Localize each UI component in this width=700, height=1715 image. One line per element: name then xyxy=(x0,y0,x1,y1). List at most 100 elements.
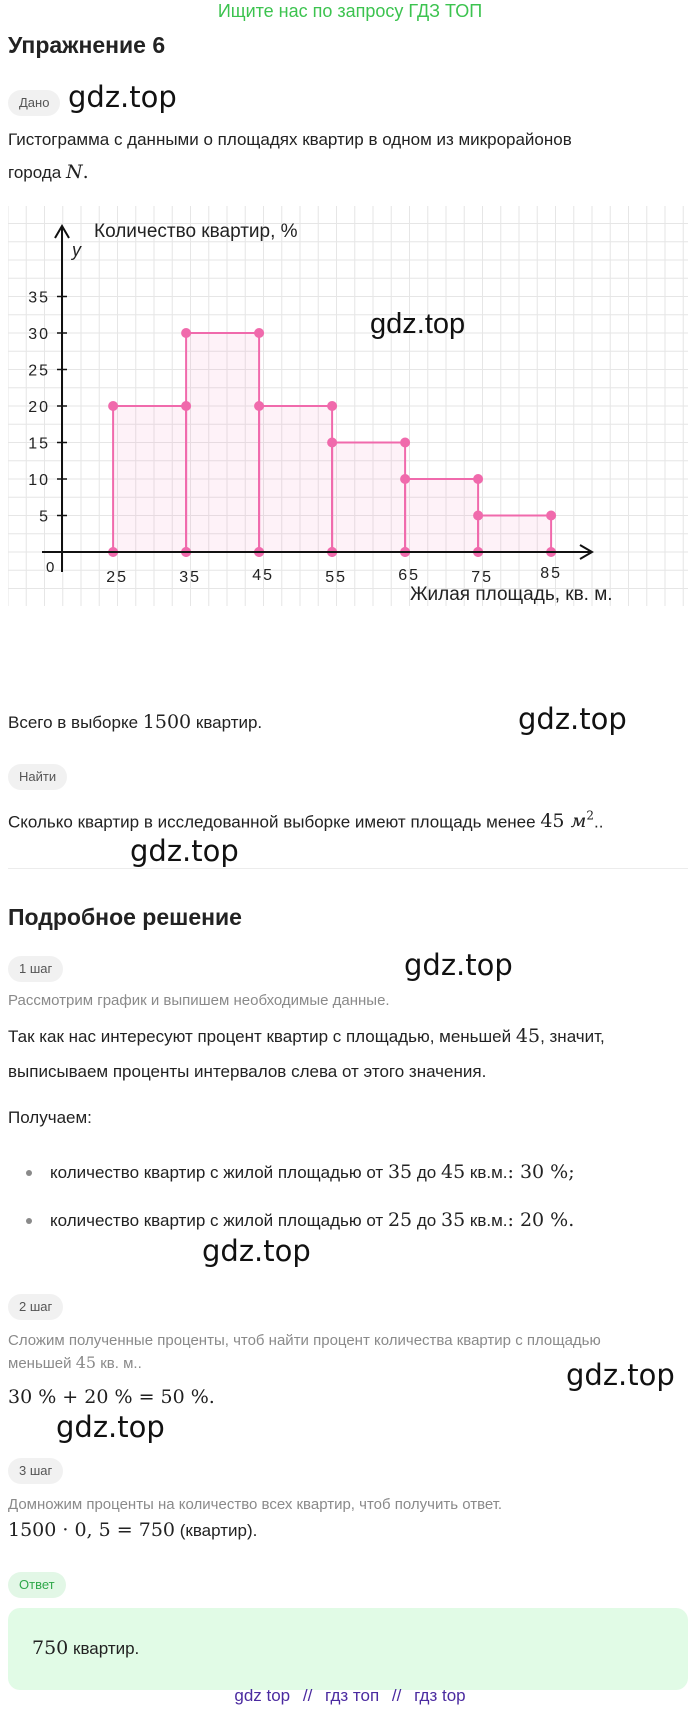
step2-hint-prefix: меньшей xyxy=(8,1355,72,1372)
chart-grid xyxy=(8,206,688,606)
origin-label: 0 xyxy=(46,559,54,576)
y-tick-label: 30 xyxy=(28,326,50,343)
histogram-point xyxy=(254,401,265,411)
bullet2-to: 35 xyxy=(440,1209,466,1231)
step1-line1: Так как нас интересуют процент квартир с… xyxy=(8,1024,605,1049)
sample-number: 1500 xyxy=(142,711,192,733)
footer-link-gdz-top-mixed[interactable]: гдз top xyxy=(414,1686,466,1705)
x-tick-label: 45 xyxy=(252,567,274,584)
y-axis-arrow xyxy=(54,224,70,239)
footer-link-gdz-top[interactable]: gdz top xyxy=(234,1686,291,1705)
sample-prefix: Всего в выборке xyxy=(8,713,139,732)
answer-suffix: квартир. xyxy=(73,1639,140,1658)
x-tick-label: 65 xyxy=(398,567,420,584)
histogram-bar xyxy=(404,478,480,553)
step3-tag: 3 шаг xyxy=(8,1458,64,1484)
answer-text: 750 квартир. xyxy=(32,1636,139,1661)
find-suffix: .. xyxy=(593,812,604,832)
watermark: gdz.top xyxy=(518,702,627,736)
histogram-point xyxy=(254,328,265,338)
find-text: Сколько квартир в исследованной выборке … xyxy=(8,804,603,834)
y-tick-label: 10 xyxy=(28,472,50,489)
histogram-chart: 5 10 15 20 25 30 35 25 35 45 55 65 75 85 0 Количество к… xyxy=(8,206,688,606)
find-number: 45 xyxy=(540,810,565,833)
histogram-point xyxy=(327,401,338,411)
y-tick-label: 15 xyxy=(28,436,50,453)
search-banner[interactable]: Ищите нас по запросу ГДЗ ТОП xyxy=(217,1,483,21)
step2-hint-line1: Сложим полученные проценты, чтоб найти п… xyxy=(8,1332,601,1349)
histogram-point xyxy=(400,474,411,484)
step1-line1-prefix: Так как нас интересуют процент квартир с… xyxy=(8,1027,512,1046)
bullet1-prefix: количество квартир с жилой площадью от xyxy=(50,1163,384,1182)
histogram-point xyxy=(327,437,338,448)
histogram-bar xyxy=(258,405,334,553)
y-tick-label: 5 xyxy=(39,509,50,526)
x-tick-label: 75 xyxy=(471,569,493,586)
bullet-dot xyxy=(26,1218,32,1224)
section-divider xyxy=(8,868,688,869)
footer-link-gdz-top-ru[interactable]: гдз топ xyxy=(325,1686,380,1705)
watermark: gdz.top xyxy=(404,948,513,982)
bullet1-mid: до xyxy=(416,1163,437,1182)
y-axis-label: Количество квартир, % xyxy=(94,221,298,242)
x-axis-label: Жилая площадь, кв. м. xyxy=(410,584,613,605)
step1-bullet2: количество квартир с жилой площадью от 2… xyxy=(50,1208,574,1233)
x-tick-label: 55 xyxy=(325,569,347,586)
x-axis-arrow xyxy=(579,544,594,560)
step1-line2: выписываем проценты интервалов слева от … xyxy=(8,1062,487,1081)
bullet1-unit: кв.м. xyxy=(469,1163,508,1182)
x-tick-label: 85 xyxy=(540,565,562,582)
y-tick-label: 25 xyxy=(28,363,50,380)
given-text-prefix: города xyxy=(8,163,62,182)
watermark: gdz.top xyxy=(56,1410,165,1444)
step2-formula: 30 % + 20 % = 50 %. xyxy=(8,1386,215,1408)
y-tick-label: 35 xyxy=(28,290,50,307)
footer-separator: // xyxy=(302,1686,313,1705)
chart-axes xyxy=(42,224,594,572)
answer-number: 750 xyxy=(32,1637,69,1659)
given-dot: . xyxy=(82,161,89,183)
bullet2-mid: до xyxy=(416,1211,437,1230)
histogram-point xyxy=(181,401,192,411)
bullet2-prefix: количество квартир с жилой площадью от xyxy=(50,1211,384,1230)
city-variable: N xyxy=(65,161,83,183)
find-prefix: Сколько квартир в исследованной выборке … xyxy=(8,812,536,832)
find-exponent: 2 xyxy=(586,809,594,823)
step3-formula: 1500 · 0, 5 = 750 xyxy=(8,1519,175,1541)
watermark: gdz.top xyxy=(202,1234,311,1268)
given-text-line1: Гистограмма с данными о площадях квартир… xyxy=(8,130,572,149)
step1-hint: Рассмотрим график и выпишем необходимые … xyxy=(8,992,390,1009)
sample-text: Всего в выборке 1500 квартир. xyxy=(8,710,262,735)
answer-tag: Ответ xyxy=(8,1572,66,1598)
histogram-bar xyxy=(185,332,261,553)
bullet2-from: 25 xyxy=(387,1209,413,1231)
y-tick-label: 20 xyxy=(28,399,50,416)
histogram-bar xyxy=(331,441,407,553)
watermark: gdz.top xyxy=(566,1358,675,1392)
histogram-point xyxy=(108,401,119,411)
bullet2-unit: кв.м. xyxy=(469,1211,508,1230)
step3-formula-suffix: (квартир). xyxy=(179,1521,258,1540)
bullet1-to: 45 xyxy=(440,1161,466,1183)
footer-links: gdz top // гдз топ // гдз top xyxy=(0,1686,700,1706)
step2-hint-number: 45 xyxy=(75,1353,97,1372)
chart-labels: 5 10 15 20 25 30 35 25 35 45 55 65 75 85 0 Количество к… xyxy=(28,221,612,605)
bullet2-value: : 20 %. xyxy=(507,1209,575,1231)
page-title: Упражнение 6 xyxy=(8,32,166,58)
step2-hint-line2: меньшей 45 кв. м.. xyxy=(8,1352,142,1375)
solution-title: Подробное решение xyxy=(8,904,242,930)
chart-bins xyxy=(108,328,557,557)
sample-suffix: квартир. xyxy=(195,713,263,732)
answer-box xyxy=(8,1608,688,1690)
histogram-point xyxy=(546,510,557,521)
find-tag: Найти xyxy=(8,764,68,790)
step1-receive: Получаем: xyxy=(8,1108,92,1127)
step1-line1-number: 45 xyxy=(515,1025,541,1047)
histogram-bar xyxy=(477,514,553,553)
watermark: gdz.top xyxy=(130,834,239,868)
histogram-point xyxy=(400,437,411,448)
watermark: gdz.top xyxy=(370,308,465,340)
histogram-point xyxy=(473,510,484,521)
histogram-point xyxy=(473,474,484,484)
given-tag: Дано xyxy=(8,90,61,116)
